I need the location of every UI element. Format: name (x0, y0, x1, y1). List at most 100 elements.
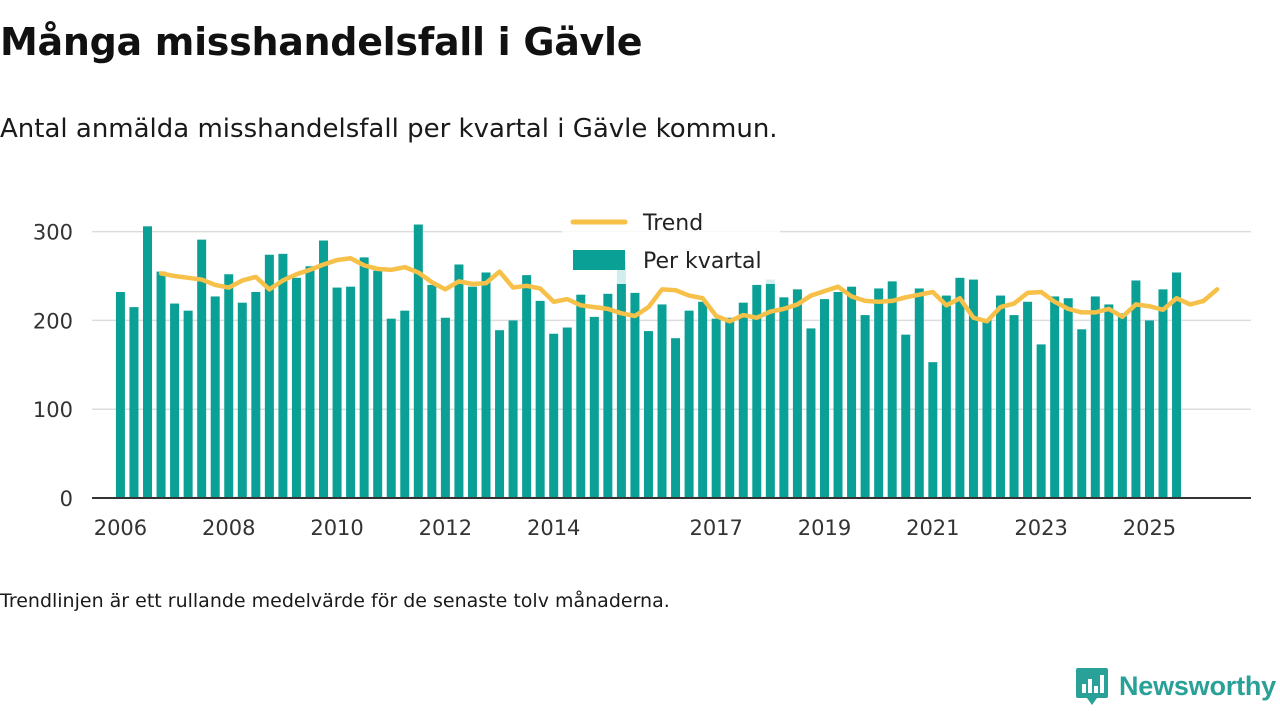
bar (1050, 296, 1060, 498)
bar (264, 254, 274, 498)
x-tick-label: 2025 (1123, 516, 1176, 540)
bar (779, 297, 789, 498)
x-tick-label: 2023 (1014, 516, 1067, 540)
bar (467, 286, 477, 498)
bar (887, 281, 897, 498)
x-tick-label: 2012 (419, 516, 472, 540)
bar (373, 270, 383, 498)
trend-line (158, 256, 1220, 324)
bar (738, 302, 748, 498)
legend-trend-label: Trend (642, 211, 703, 236)
bar (413, 224, 423, 498)
bar (820, 299, 829, 498)
bar (901, 334, 911, 498)
x-tick-label: 2006 (94, 516, 147, 540)
bar (752, 284, 762, 498)
bar (562, 327, 572, 498)
bar (251, 292, 261, 498)
bar (386, 318, 396, 498)
bar (996, 295, 1006, 498)
bar (332, 287, 342, 498)
y-tick-label: 0 (60, 487, 73, 511)
bar (928, 362, 938, 498)
bar (143, 226, 153, 498)
bar (129, 307, 139, 498)
bar (440, 317, 450, 498)
x-tick-label: 2014 (527, 516, 580, 540)
bar (183, 310, 193, 498)
y-tick-label: 300 (33, 221, 73, 245)
chart: 0 100 200 300 Trend Per kvartal 2006 2008 201… (33, 206, 1251, 540)
bar (305, 266, 315, 498)
bar (224, 274, 234, 498)
bar (427, 284, 437, 498)
bar (874, 288, 884, 498)
bar (1144, 320, 1154, 498)
bar (508, 320, 518, 498)
bar (643, 331, 653, 498)
y-tick-label: 200 (33, 309, 73, 333)
x-tick-label: 2010 (310, 516, 363, 540)
bar (982, 319, 992, 498)
bar (400, 310, 410, 498)
brand-name: Newsworthy (1118, 670, 1276, 701)
bar (968, 279, 978, 498)
bar (346, 286, 356, 498)
bar (319, 240, 329, 498)
bar (115, 292, 125, 498)
bar (792, 289, 802, 498)
x-tick-label: 2008 (202, 516, 255, 540)
x-tick-label: 2017 (689, 516, 742, 540)
bar (630, 292, 640, 498)
bar-series (115, 224, 1182, 498)
newsworthy-logo-icon (1075, 668, 1108, 705)
bar (210, 296, 220, 498)
y-tick-label: 100 (33, 398, 73, 422)
bar (1009, 315, 1019, 498)
chart-subtitle: Antal anmälda misshandelsfall per kvarta… (0, 114, 778, 144)
bar (1023, 301, 1033, 498)
bar (589, 316, 599, 498)
bar (657, 304, 667, 498)
y-axis-ticks: 0 100 200 300 (33, 221, 73, 511)
bar (1117, 313, 1127, 498)
bar (454, 264, 464, 498)
bar (806, 328, 816, 498)
bar (1172, 272, 1182, 498)
bar (684, 310, 694, 498)
bar (941, 295, 951, 498)
bar (698, 301, 708, 498)
x-tick-label: 2019 (798, 516, 851, 540)
x-tick-label: 2021 (906, 516, 959, 540)
bar (1036, 344, 1046, 498)
bar (1104, 304, 1114, 498)
bar (1077, 329, 1087, 498)
bar (725, 317, 735, 498)
legend-bars-swatch (573, 250, 625, 270)
bar (833, 292, 843, 498)
bar (955, 277, 965, 498)
bar (765, 279, 775, 498)
legend: Trend Per kvartal (562, 206, 780, 284)
bar (291, 277, 301, 498)
trend-series (158, 256, 1220, 324)
chart-title: Många misshandelsfall i Gävle (0, 20, 643, 64)
bar (535, 300, 545, 498)
bar (495, 330, 505, 498)
brand-logo: Newsworthy (1075, 666, 1276, 706)
bar (1131, 280, 1141, 498)
bar (576, 294, 586, 498)
bar (847, 286, 857, 498)
legend-bars-label: Per kvartal (643, 249, 762, 274)
bar (156, 271, 166, 498)
bar (711, 318, 721, 498)
x-axis-ticks: 2006 2008 2010 2012 2014 2017 2019 2021 2023 2025 (94, 516, 1176, 540)
bar (1158, 289, 1168, 498)
bar (603, 293, 613, 498)
bar (197, 239, 207, 498)
bar (481, 272, 491, 498)
bar (359, 257, 369, 498)
legend-background (562, 206, 780, 284)
bar (616, 261, 626, 498)
bar (170, 303, 180, 498)
